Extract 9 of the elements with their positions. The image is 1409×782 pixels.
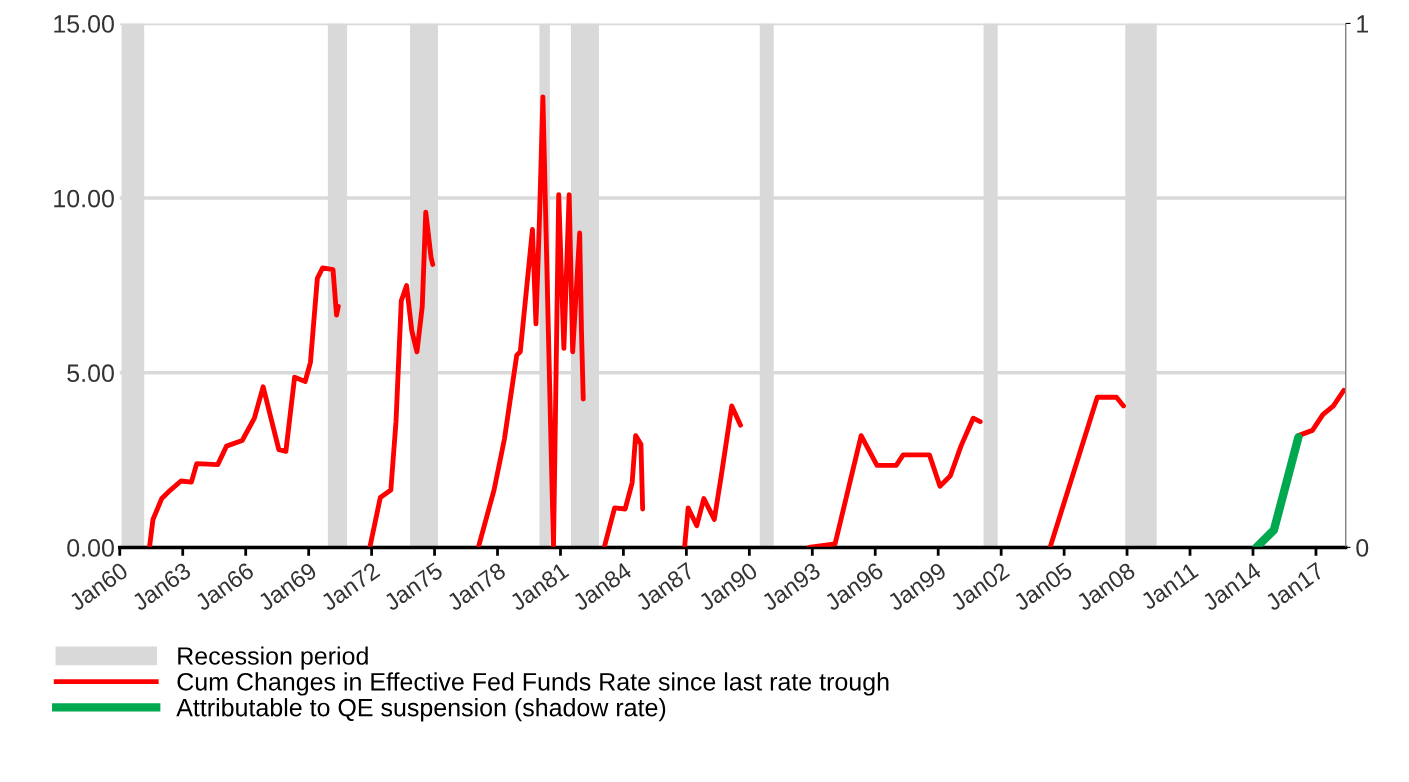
y-tick-label: 15.00 bbox=[54, 15, 114, 33]
y-tick-label: 5.00 bbox=[67, 364, 114, 383]
y2-tick-label: 1 bbox=[1357, 15, 1368, 33]
y2-tick-label: 0 bbox=[1356, 539, 1369, 557]
legend-label: Recession period bbox=[178, 646, 368, 670]
y-tick-label: 0.00 bbox=[67, 539, 114, 557]
y-tick-label: 10.00 bbox=[54, 189, 114, 208]
legend-label: Attributable to QE suspension (shadow rate) bbox=[176, 698, 666, 722]
legend-label: Cum Changes in Effective Fed Funds Rate since last rate trough bbox=[177, 672, 889, 696]
